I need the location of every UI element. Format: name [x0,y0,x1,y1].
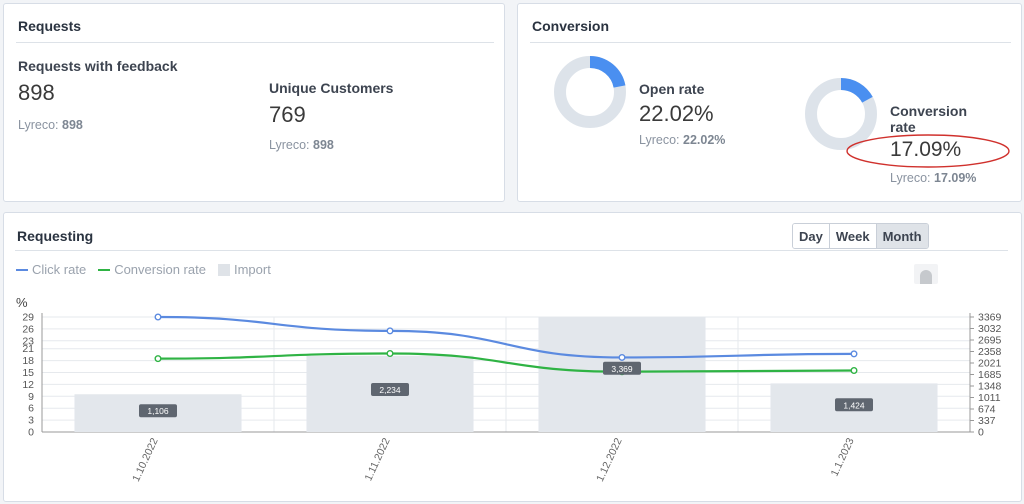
donut-fill [805,78,877,150]
chart-legend: Click rate Conversion rate Import [16,262,283,277]
unique-customers-value: 769 [269,102,306,127]
compare-prefix: Lyreco: [269,138,310,152]
conversion-rate-donut [805,78,877,150]
compare-prefix: Lyreco: [639,133,680,147]
compare-prefix: Lyreco: [890,171,931,185]
legend-swatch [98,268,111,271]
conversion-title-divider [530,42,1011,43]
requests-card: Requests Requests with feedback 898 Lyre… [3,3,505,202]
compare-value: 898 [313,138,334,152]
conversion-rate-label-line2: rate [890,119,916,135]
legend-label: Click rate [32,262,87,277]
requesting-title: Requesting [17,228,94,244]
legend-item-conversion-rate[interactable]: Conversion rate [98,262,206,277]
legend-item-click-rate[interactable]: Click rate [16,262,86,277]
requests-title: Requests [18,18,82,34]
open-rate-donut [554,56,626,128]
conversion-title: Conversion [532,18,610,34]
highlight-ellipse [846,134,1010,168]
legend-swatch [16,268,28,271]
conversion-rate-label-line1: Conversion [890,103,968,119]
conversion-card: Conversion Open rate 22.02% Lyreco: 22.0… [517,3,1022,202]
donut-fill [554,56,626,128]
compare-prefix: Lyreco: [18,118,59,132]
conversion-rate-value: 17.09% [890,138,962,161]
legend-label: Conversion rate [114,262,206,277]
open-rate-compare: Lyreco: 22.02% [639,133,725,147]
unique-customers-compare: Lyreco: 898 [269,138,334,152]
requests-with-feedback-value: 898 [18,80,55,105]
conversion-rate-compare: Lyreco: 17.09% [890,171,976,185]
period-toggle: Day Week Month [792,223,929,249]
chart-menu-icon[interactable] [914,264,938,284]
legend-label: Import [233,262,271,277]
requesting-title-divider [15,250,1008,251]
legend-swatch [217,263,230,276]
requests-with-feedback-label: Requests with feedback [18,58,178,74]
legend-item-import[interactable]: Import [217,262,271,277]
open-rate-label: Open rate [639,81,705,97]
requesting-card [3,212,1022,502]
open-rate-value: 22.02% [639,101,714,126]
compare-value: 898 [62,118,83,132]
requests-title-divider [16,42,494,43]
requests-with-feedback-compare: Lyreco: 898 [18,118,83,132]
period-month-button[interactable]: Month [876,224,928,248]
compare-value: 22.02% [683,133,726,147]
unique-customers-label: Unique Customers [269,80,394,96]
period-week-button[interactable]: Week [829,224,877,248]
compare-value: 17.09% [934,171,977,185]
period-day-button[interactable]: Day [793,224,830,248]
chart-menu-icon-shape [920,270,932,284]
